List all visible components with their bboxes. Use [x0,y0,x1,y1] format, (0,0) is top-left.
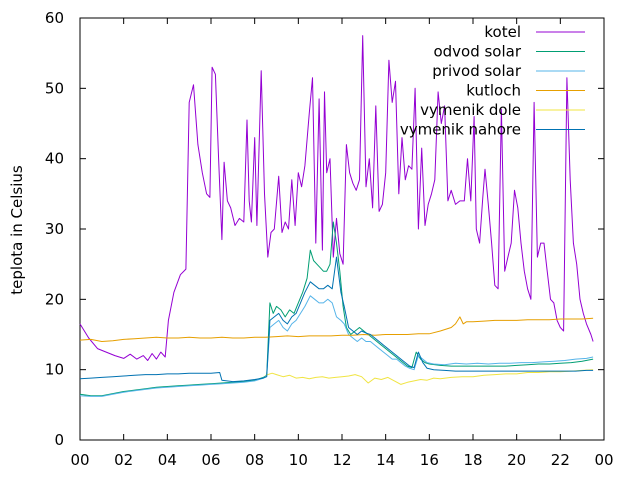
y-tick-label: 50 [45,79,64,97]
legend-label: kotel [484,23,521,41]
y-tick-label: 0 [54,431,64,449]
series-line-kotel [79,35,594,361]
legend-label: vymenik nahore [400,121,521,139]
y-tick-label: 40 [45,150,64,168]
x-axis: 00 02 04 06 08 10 12 14 16 18 20 22 00 [70,18,614,469]
legend-label: privod solar [432,62,522,80]
y-tick-label: 60 [45,9,64,27]
x-tick-label: 00 [594,451,613,469]
x-tick-label: 00 [70,451,89,469]
series-line-vymenik-dole [265,369,594,385]
legend-label: kutloch [466,82,521,100]
series-group [79,35,594,397]
x-tick-label: 16 [420,451,439,469]
series-line-odvod-solar [79,221,594,397]
x-tick-label: 22 [551,451,570,469]
y-axis-label: teplota in Celsius [8,165,26,295]
legend-label: odvod solar [433,43,521,61]
legend-label: vymenik dole [420,101,521,119]
x-tick-label: 04 [158,451,177,469]
x-tick-label: 18 [463,451,482,469]
x-tick-label: 14 [376,451,395,469]
x-tick-label: 20 [507,451,526,469]
x-tick-label: 10 [289,451,308,469]
y-tick-label: 30 [45,220,64,238]
x-tick-label: 06 [201,451,220,469]
series-line-vymenik-nahore [79,256,594,383]
y-tick-label: 20 [45,290,64,308]
series-line-privod-solar [79,295,594,397]
series-line-kutloch [79,316,594,342]
x-tick-label: 02 [114,451,133,469]
y-tick-label: 10 [45,361,64,379]
y-axis: 0 10 20 30 40 50 60 [45,9,604,449]
x-tick-label: 08 [245,451,264,469]
x-tick-label: 12 [332,451,351,469]
